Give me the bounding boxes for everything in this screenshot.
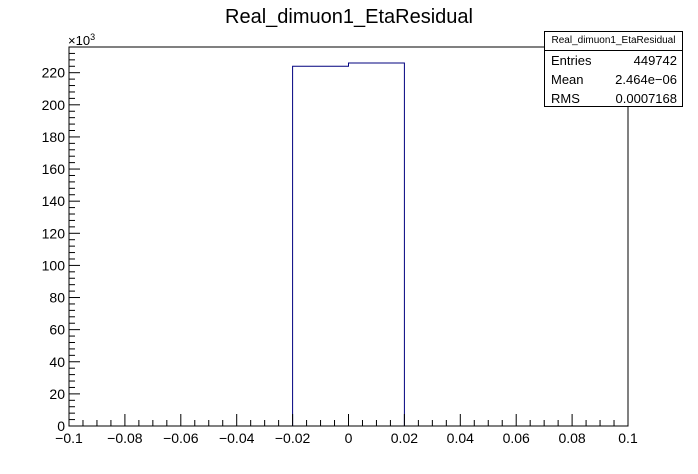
y-tick-label: 0 (57, 418, 65, 434)
stats-box: Real_dimuon1_EtaResidual Entries 449742 … (544, 31, 683, 107)
y-tick-label: 20 (49, 386, 65, 402)
y-tick-label: 60 (49, 322, 65, 338)
y-tick-label: 120 (42, 225, 66, 241)
x-tick-label: −0.02 (275, 430, 311, 446)
y-tick-label: 140 (42, 193, 66, 209)
stats-box-title: Real_dimuon1_EtaResidual (545, 32, 682, 51)
y-tick-label: 160 (42, 161, 66, 177)
stats-row-rms: RMS 0.0007168 (545, 89, 682, 108)
x-tick-label: −0.06 (163, 430, 199, 446)
y-tick-label: 180 (42, 129, 66, 145)
stats-row-mean: Mean 2.464e−06 (545, 70, 682, 89)
y-tick-label: 80 (49, 290, 65, 306)
histogram-outline (292, 62, 405, 426)
x-tick-label: 0.06 (503, 430, 530, 446)
x-tick-label: 0.08 (558, 430, 585, 446)
stats-entries-value: 449742 (633, 53, 677, 68)
x-tick-label: 0.1 (618, 430, 638, 446)
y-tick-label: 220 (42, 65, 66, 81)
y-tick-label: 200 (42, 97, 66, 113)
y-tick-label: 100 (42, 257, 66, 273)
y-multiplier-exponent: 3 (90, 32, 95, 42)
x-tick-label: 0.04 (447, 430, 474, 446)
stats-rms-label: RMS (551, 91, 580, 106)
y-axis-multiplier: ×103 (68, 32, 95, 48)
x-tick-label: −0.1 (55, 430, 83, 446)
stats-mean-value: 2.464e−06 (615, 72, 677, 87)
chart-title: Real_dimuon1_EtaResidual (225, 6, 473, 28)
stats-mean-label: Mean (551, 72, 584, 87)
x-tick-label: 0.02 (391, 430, 418, 446)
stats-rms-value: 0.0007168 (615, 91, 677, 106)
x-tick-label: 0 (345, 430, 353, 446)
stats-entries-label: Entries (551, 53, 592, 68)
y-multiplier-base: ×10 (68, 33, 90, 48)
x-tick-label: −0.08 (107, 430, 143, 446)
stats-row-entries: Entries 449742 (545, 51, 682, 70)
histogram-bin (293, 66, 349, 426)
histogram-bin (349, 63, 405, 426)
y-tick-label: 40 (49, 354, 65, 370)
x-tick-label: −0.04 (219, 430, 255, 446)
